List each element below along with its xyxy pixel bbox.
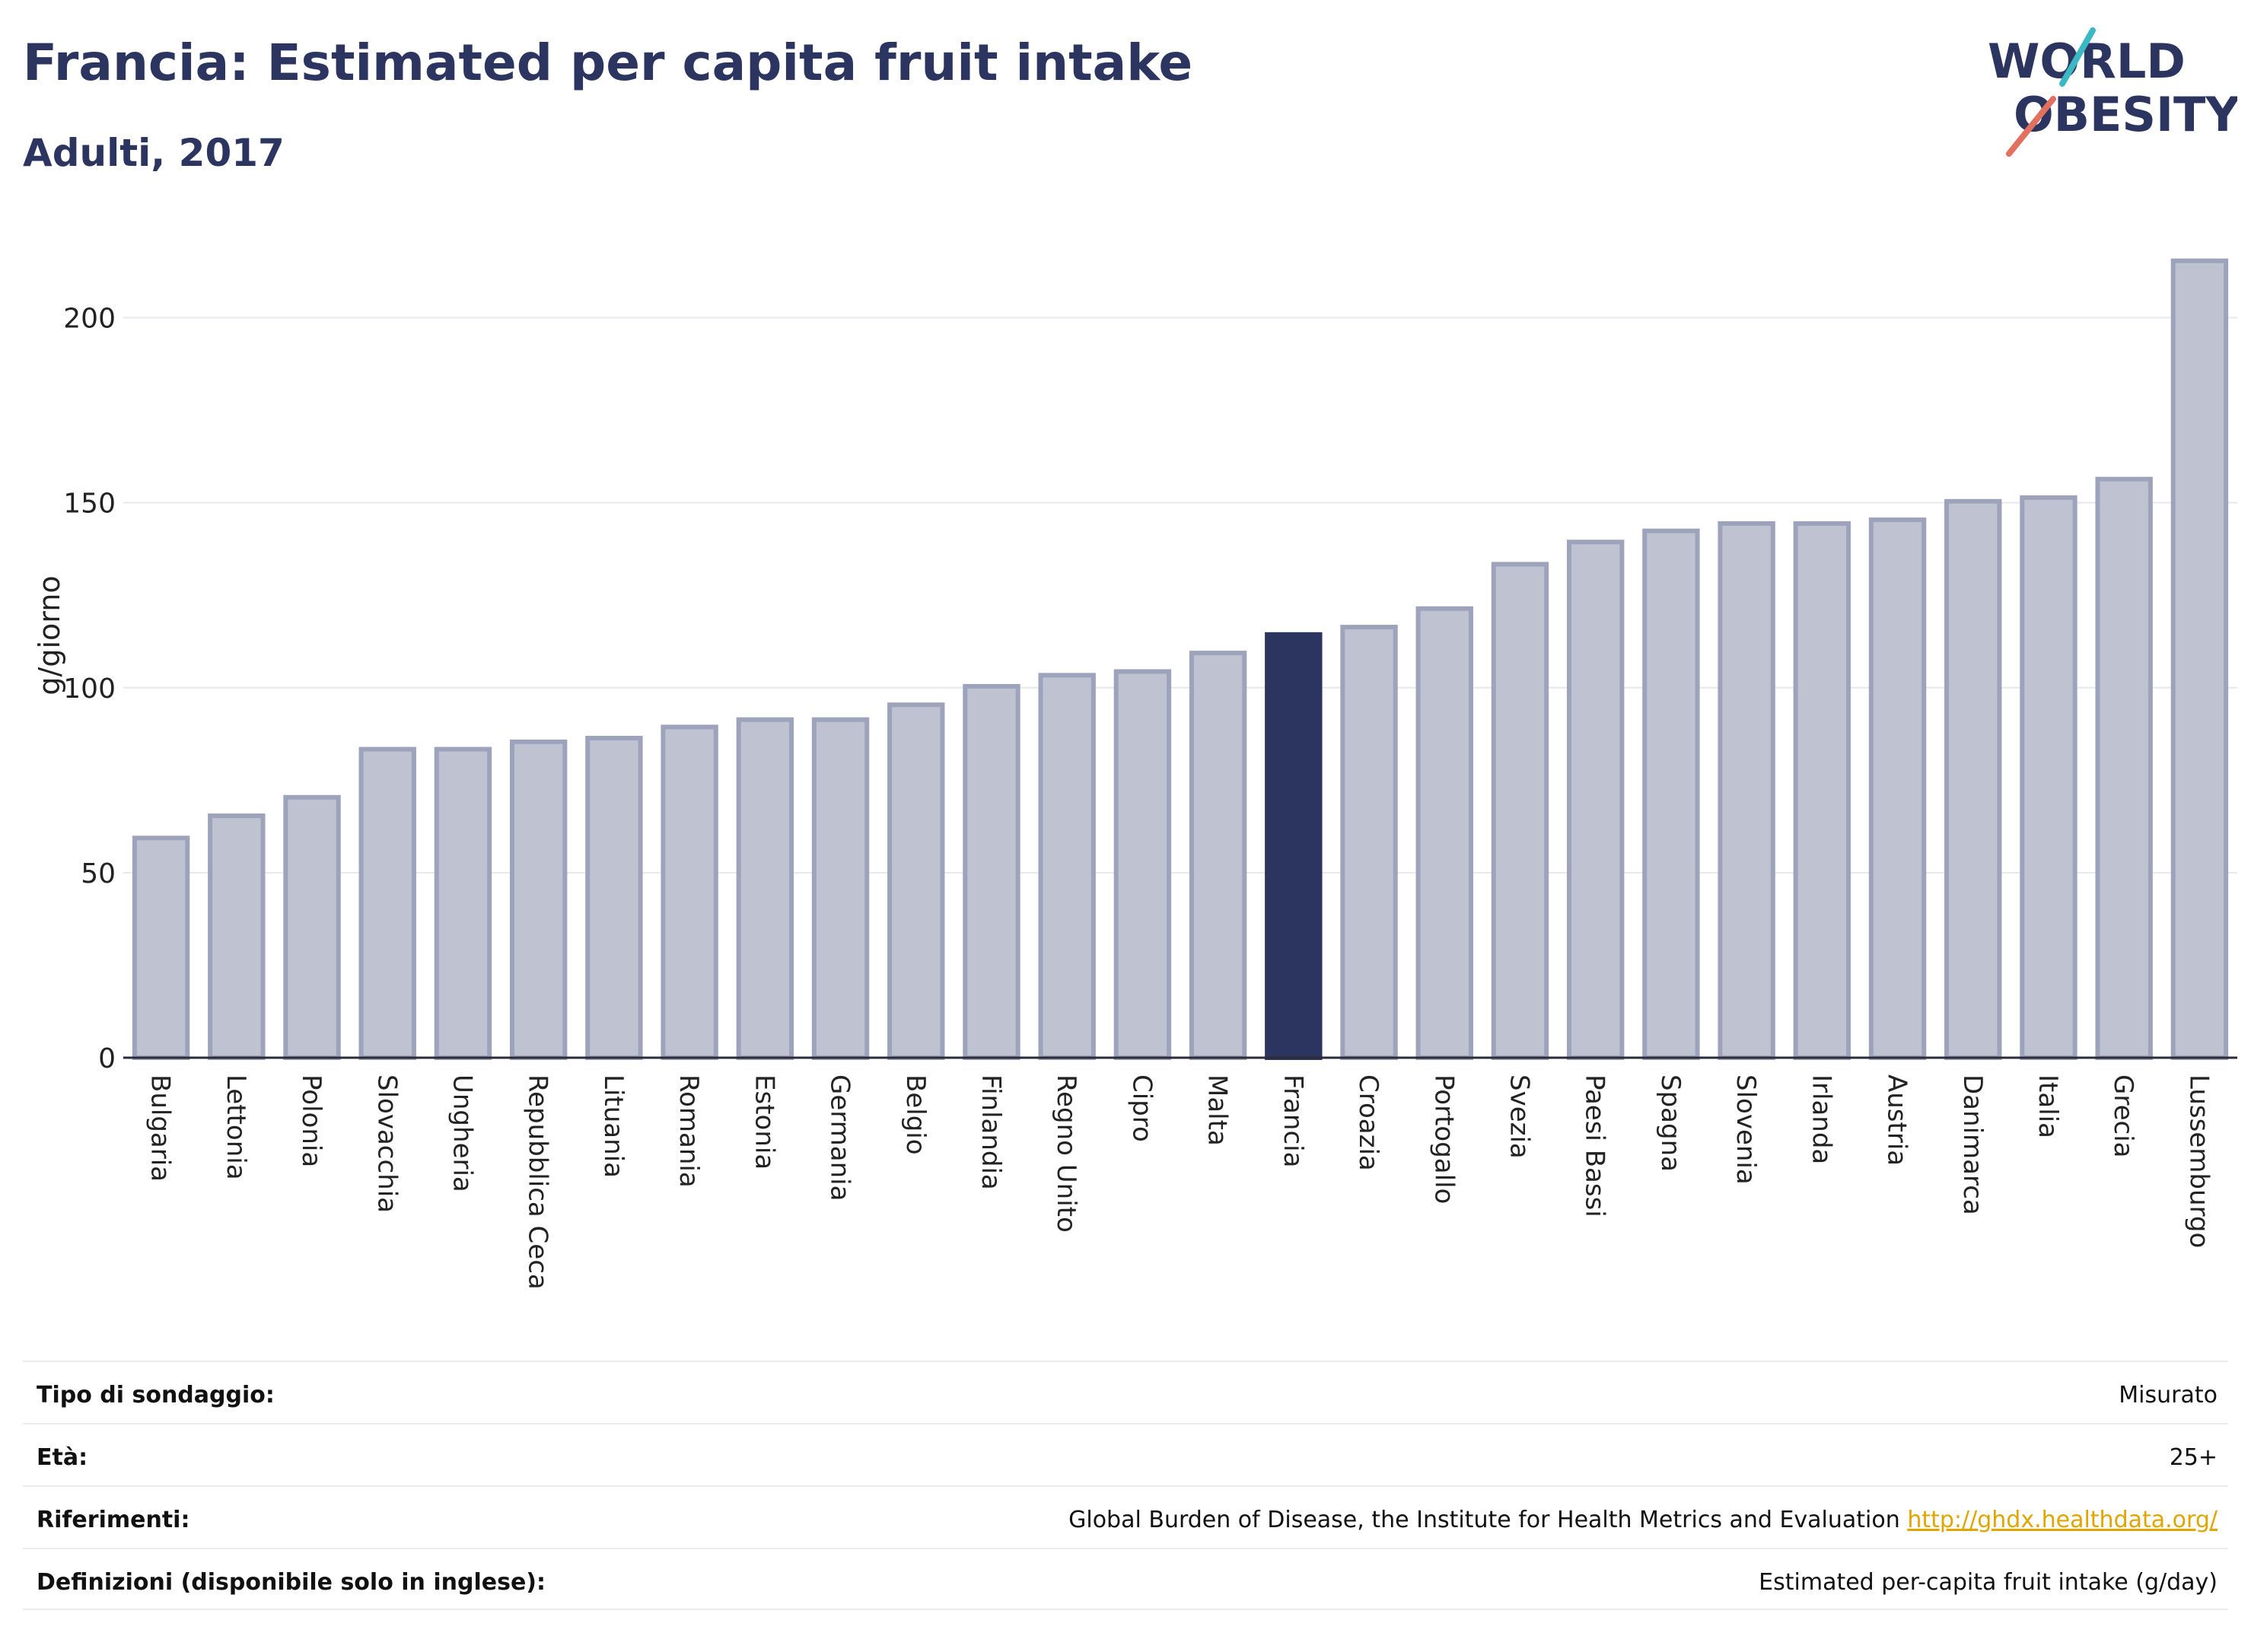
- x-tick-label: Ungheria: [447, 1074, 477, 1192]
- y-tick-label: 0: [98, 1043, 116, 1074]
- bar-svezia: [1491, 562, 1549, 1060]
- x-tick-label: Regno Unito: [1051, 1074, 1081, 1233]
- bar-lussemburgo: [2170, 258, 2229, 1061]
- y-tick-label: 100: [63, 673, 116, 705]
- bar-lettonia: [208, 813, 266, 1060]
- info-value: Misurato: [2119, 1382, 2218, 1408]
- x-tick-label: Lettonia: [221, 1074, 251, 1180]
- info-value-text: 25+: [2169, 1444, 2218, 1471]
- info-row: Età: 25+: [23, 1423, 2228, 1485]
- x-tick-label: Paesi Bassi: [1580, 1074, 1610, 1218]
- logo-slash-top: [2059, 27, 2096, 87]
- bars: [132, 258, 2229, 1061]
- axes: 0 50 100 150 200 Bulgaria Lettonia Polonia Slova…: [63, 304, 2237, 1290]
- logo-text-obesity: OBESITY: [2014, 87, 2237, 142]
- reference-link[interactable]: http://ghdx.healthdata.org/: [1907, 1507, 2218, 1533]
- bar-francia: [1265, 632, 1323, 1060]
- world-obesity-logo: WORLD OBESITY: [1988, 27, 2237, 157]
- x-tick-label: Romania: [673, 1074, 704, 1188]
- x-tick-label: Svezia: [1504, 1074, 1534, 1159]
- info-value-text: Global Burden of Disease, the Institute …: [1068, 1507, 1900, 1533]
- x-tick-label: Slovacchia: [371, 1074, 402, 1213]
- chart-title: Francia: Estimated per capita fruit inta…: [23, 33, 1193, 92]
- bar-austria: [1868, 517, 1927, 1060]
- x-tick-label: Lussemburgo: [2183, 1074, 2214, 1248]
- bar-paesi-bassi: [1566, 540, 1625, 1060]
- x-tick-label: Croazia: [1353, 1074, 1383, 1171]
- bar-repubblica-ceca: [509, 739, 568, 1060]
- x-tick-label: Finlandia: [976, 1074, 1006, 1190]
- bar-malta: [1189, 651, 1247, 1060]
- x-tick-label: Cipro: [1126, 1074, 1157, 1142]
- y-tick-label: 150: [63, 489, 116, 520]
- bar-regno-unito: [1038, 673, 1096, 1061]
- info-label: Riferimenti:: [37, 1507, 190, 1533]
- bar-slovenia: [1718, 520, 1775, 1060]
- bar-lituania: [585, 735, 643, 1060]
- bar-polonia: [283, 794, 341, 1060]
- info-value: 25+: [2170, 1444, 2218, 1471]
- bar-cipro: [1113, 669, 1172, 1060]
- bar-bulgaria: [132, 836, 190, 1060]
- y-tick-label: 50: [81, 858, 116, 890]
- bar-romania: [661, 724, 718, 1060]
- x-tick-label: Portogallo: [1428, 1074, 1459, 1204]
- info-value-text: Misurato: [2119, 1382, 2218, 1408]
- bar-germania: [811, 717, 870, 1060]
- info-value: Global Burden of Disease, the Institute …: [1068, 1507, 2218, 1533]
- bar-grecia: [2095, 476, 2153, 1060]
- info-row: Riferimenti: Global Burden of Disease, th…: [23, 1485, 2228, 1548]
- x-tick-label: Germania: [825, 1074, 855, 1201]
- x-tick-label: Malta: [1202, 1074, 1233, 1146]
- info-value-text: Estimated per-capita fruit intake (g/day…: [1759, 1569, 2218, 1596]
- y-tick-label: 200: [63, 304, 116, 335]
- bar-irlanda: [1793, 520, 1851, 1060]
- x-tick-label: Lituania: [598, 1074, 629, 1178]
- bar-slovacchia: [358, 746, 416, 1060]
- x-tick-label: Italia: [2033, 1074, 2063, 1138]
- x-tick-label: Estonia: [749, 1074, 779, 1170]
- x-tick-label: Austria: [1882, 1074, 1912, 1166]
- bar-ungheria: [434, 746, 492, 1060]
- bar-spagna: [1642, 528, 1700, 1060]
- bar-italia: [2020, 495, 2077, 1060]
- bar-finlandia: [963, 683, 1020, 1061]
- info-row: Tipo di sondaggio: Misurato: [23, 1361, 2228, 1423]
- bar-portogallo: [1415, 606, 1473, 1060]
- x-tick-label: Francia: [1278, 1074, 1308, 1167]
- logo-slash-bottom: [2006, 96, 2056, 157]
- info-label: Tipo di sondaggio:: [37, 1382, 275, 1408]
- bar-danimarca: [1944, 498, 2002, 1060]
- x-tick-label: Polonia: [296, 1074, 326, 1167]
- x-tick-label: Slovenia: [1730, 1074, 1761, 1185]
- info-label: Definizioni (disponibile solo in inglese…: [37, 1569, 546, 1596]
- info-row: Definizioni (disponibile solo in inglese…: [23, 1548, 2228, 1610]
- bar-chart: 0 50 100 150 200 Bulgaria Lettonia Polonia Slova…: [33, 258, 2237, 1290]
- info-table: Tipo di sondaggio: Misurato Età: 25+ Riferim…: [23, 1361, 2228, 1610]
- x-tick-label: Grecia: [2108, 1074, 2138, 1157]
- x-tick-label: Belgio: [900, 1074, 931, 1155]
- x-tick-label: Danimarca: [1957, 1074, 1988, 1215]
- info-label: Età:: [37, 1444, 88, 1471]
- info-value: Estimated per-capita fruit intake (g/day…: [1759, 1569, 2218, 1596]
- y-axis-label: g/giorno: [33, 575, 66, 695]
- x-tick-label: Irlanda: [1806, 1074, 1836, 1164]
- x-tick-label: Bulgaria: [145, 1074, 176, 1182]
- bar-croazia: [1340, 625, 1398, 1060]
- x-tick-label: Repubblica Ceca: [523, 1074, 553, 1290]
- bar-estonia: [736, 717, 794, 1060]
- x-tick-label: Spagna: [1655, 1074, 1686, 1172]
- chart-subtitle: Adulti, 2017: [23, 131, 285, 175]
- bar-belgio: [887, 702, 945, 1060]
